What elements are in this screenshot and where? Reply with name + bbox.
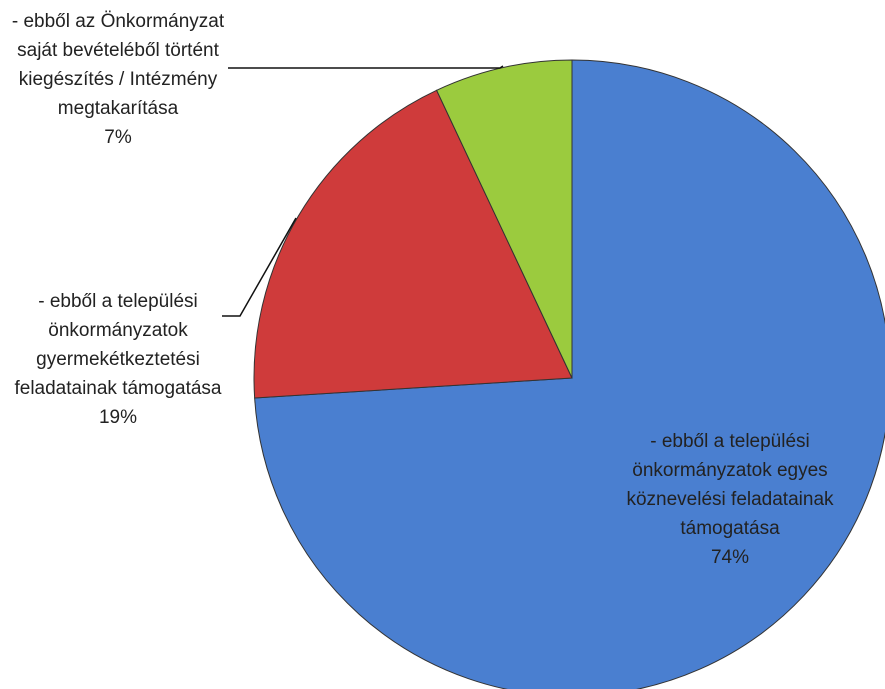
slice-label: - ebből az Önkormányzat saját bevételébő…	[0, 7, 236, 152]
value-label: 19%	[98, 407, 138, 428]
category-label: - ebből a települési önkormányzatok egye…	[626, 431, 834, 539]
value-label: 7%	[104, 127, 132, 148]
leader-line	[222, 217, 297, 317]
pie-slice	[253, 89, 573, 399]
pie-slice	[435, 59, 573, 379]
value-label: 74%	[710, 547, 750, 568]
pie-slice	[254, 59, 885, 689]
leader-line	[228, 65, 504, 69]
slice-label: - ebből a települési önkormányzatok gyer…	[0, 287, 236, 432]
category-label: - ebből a települési önkormányzatok gyer…	[14, 291, 222, 399]
category-label: - ebből az Önkormányzat saját bevételébő…	[11, 11, 225, 119]
slice-label: - ebből a települési önkormányzatok egye…	[610, 427, 850, 572]
